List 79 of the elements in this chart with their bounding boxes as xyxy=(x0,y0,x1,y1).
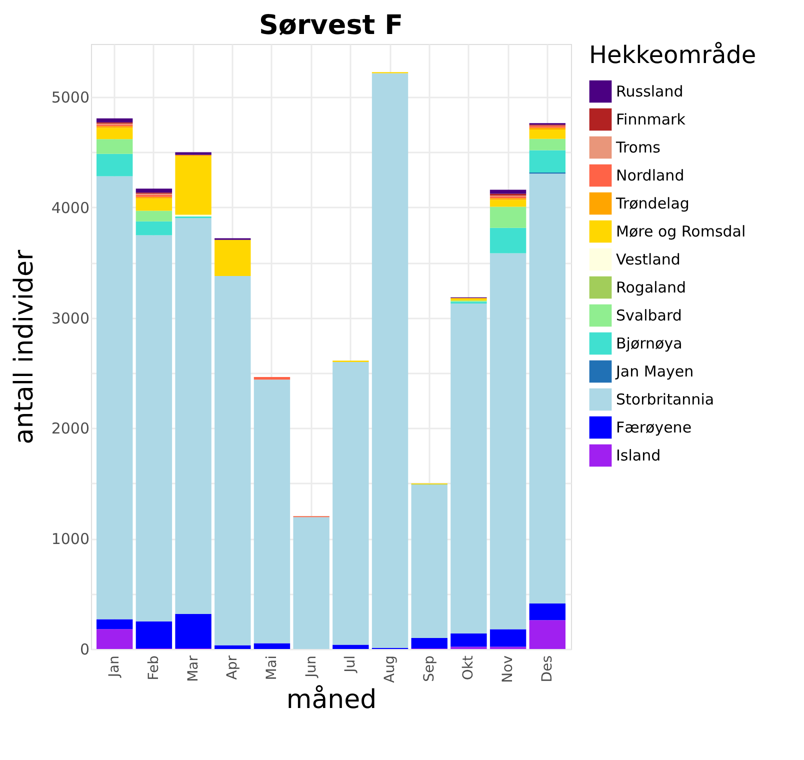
bar xyxy=(529,138,566,150)
bar xyxy=(136,210,172,222)
bar xyxy=(214,240,251,276)
bar xyxy=(411,484,448,638)
legend-label: Russland xyxy=(616,82,684,100)
legend-label: Møre og Romsdal xyxy=(616,222,746,240)
bar xyxy=(450,303,487,634)
bar xyxy=(254,643,290,649)
bar xyxy=(490,190,526,194)
legend-label: Island xyxy=(616,446,661,464)
bar xyxy=(96,118,133,122)
legend-label: Svalbard xyxy=(616,306,682,324)
bar xyxy=(214,276,251,646)
bar xyxy=(136,198,172,211)
x-tick-label: Jun xyxy=(303,656,320,678)
bar xyxy=(254,376,290,380)
x-tick-label: Jan xyxy=(106,656,123,678)
bar xyxy=(490,200,526,207)
bar xyxy=(175,152,212,155)
legend-label: Nordland xyxy=(616,166,684,184)
y-axis-title: antall individer xyxy=(9,249,40,444)
x-tick-label: Aug xyxy=(382,656,398,683)
legend-title: Hekkeområde xyxy=(589,41,756,69)
bar xyxy=(332,362,369,645)
x-tick-label: Mar xyxy=(185,655,202,682)
bar xyxy=(529,174,566,604)
bar xyxy=(293,517,330,649)
bar xyxy=(490,228,526,254)
bar xyxy=(490,629,526,647)
x-tick-label: Nov xyxy=(500,656,516,683)
bar xyxy=(450,634,487,647)
bar xyxy=(96,629,133,649)
bar xyxy=(214,645,251,649)
x-tick-label: Okt xyxy=(460,655,477,680)
legend-label: Vestland xyxy=(616,250,680,268)
x-tick-label: Apr xyxy=(224,655,241,680)
legend-label: Færøyene xyxy=(616,418,692,436)
bar xyxy=(529,620,566,649)
bar xyxy=(529,150,566,173)
bar xyxy=(175,156,212,215)
bar xyxy=(136,621,172,648)
bar xyxy=(372,73,408,648)
bar xyxy=(175,218,212,614)
bar xyxy=(136,235,172,622)
bar xyxy=(411,638,448,648)
bar xyxy=(529,129,566,139)
y-tick-label: 4000 xyxy=(51,198,90,217)
legend-label: Trøndelag xyxy=(615,194,690,212)
y-tick-label: 5000 xyxy=(51,88,90,106)
x-tick-label: Sep xyxy=(421,655,438,682)
legend-label: Storbritannia xyxy=(616,390,714,408)
bar xyxy=(136,188,172,193)
bar xyxy=(96,176,133,620)
x-axis-title: måned xyxy=(286,684,377,715)
bar xyxy=(136,221,172,236)
legend-label: Troms xyxy=(615,138,661,156)
bar xyxy=(96,154,133,176)
bar xyxy=(529,604,566,620)
legend-label: Rogaland xyxy=(616,278,686,296)
y-tick-label: 0 xyxy=(80,640,90,658)
x-tick-label: Feb xyxy=(146,655,162,680)
x-tick-label: Des xyxy=(539,656,556,682)
bar xyxy=(332,644,369,649)
y-tick-label: 2000 xyxy=(51,420,90,438)
bar xyxy=(490,253,526,630)
bar xyxy=(254,380,290,644)
legend-label: Finnmark xyxy=(616,110,686,128)
legend-label: Bjørnøya xyxy=(616,334,682,352)
bar xyxy=(490,206,526,228)
y-tick-label: 1000 xyxy=(51,530,90,548)
legend-label: Jan Mayen xyxy=(615,362,694,380)
x-tick-label: Mai xyxy=(264,656,280,680)
y-tick-label: 3000 xyxy=(51,309,90,328)
chart-title: Sørvest F xyxy=(258,10,404,41)
bar xyxy=(96,128,133,140)
bar xyxy=(96,139,133,154)
bar xyxy=(175,614,212,648)
bar xyxy=(96,619,133,630)
x-tick-label: Jul xyxy=(342,656,359,674)
